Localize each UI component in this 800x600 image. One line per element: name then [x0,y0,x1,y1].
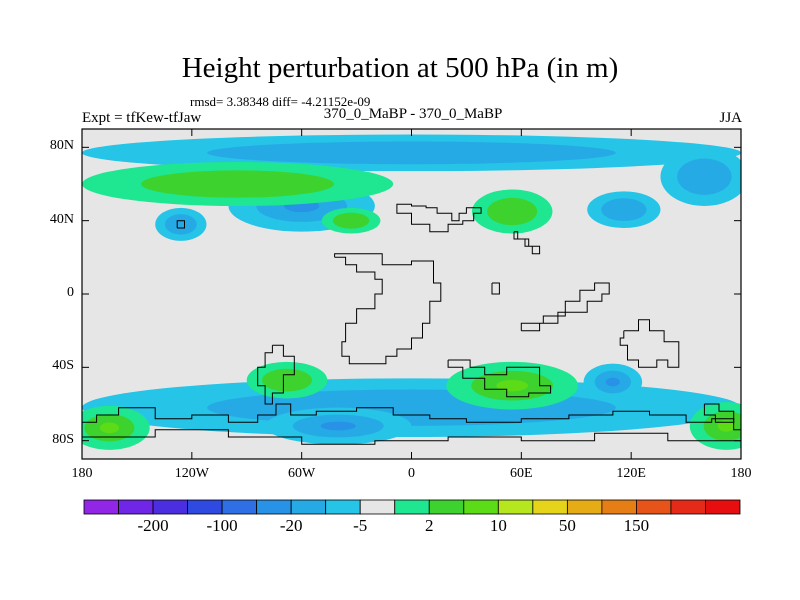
nz-outline [703,403,735,423]
colorbar-box-9 [394,499,430,515]
colorbar-box-3 [187,499,223,515]
lon-label: 120W [174,466,209,481]
colorbar-box-18 [705,499,741,515]
colorbar-label: -5 [353,516,368,535]
colorbar-box-2 [152,499,188,515]
africa-coast [334,253,442,365]
lat-label: 80N [49,138,74,154]
plot-title: Height perturbation at 500 hPa (in m) [181,52,619,84]
lat-label: 40S [52,358,74,374]
colorbar-label: -200 [137,516,169,535]
colorbar-box-17 [670,499,706,515]
season-label: JJA [719,110,742,126]
small-island-a [176,220,185,229]
colorbar-box-15 [601,499,637,515]
field-arctic-negative-strip-level-1 [207,141,616,165]
period-label: 370_0_MaBP - 370_0_MaBP [323,106,503,122]
field-europe-positive-level-1 [487,197,538,226]
colorbar-label: 50 [558,516,576,535]
south-america-coast [257,344,295,405]
lon-label: 180 [730,466,752,481]
colorbar-box-4 [221,499,258,515]
field-antarctic-negative-level-2 [320,421,356,431]
colorbar-box-14 [566,499,603,515]
lon-label: 60W [288,466,316,481]
colorbar-box-12 [497,499,534,515]
field-n-atlantic-positive-level-1 [332,212,370,229]
field-s-indian-positive-level-2 [496,379,528,392]
lon-label: 0 [408,466,415,481]
coastlines [82,203,741,445]
lon-label: 120E [616,466,646,481]
colorbar-box-5 [256,499,292,515]
colorbar-label: 10 [489,516,507,535]
colorbar-box-0 [83,499,119,515]
colorbar-box-10 [428,499,465,515]
lat-label: 40N [49,211,74,227]
colorbar-box-13 [532,499,568,515]
colorbar-box-8 [359,499,396,515]
axis-ticks [81,129,742,459]
colorbar-box-16 [636,499,672,515]
colorbar-box-11 [463,499,499,515]
colorbar-label: 2 [425,516,434,535]
colorbar-box-6 [290,499,327,515]
field-s-australia-negative-level-2 [605,377,620,387]
lat-label: 80S [52,431,74,447]
europe-coast [396,203,482,233]
antarctica-coast [82,403,741,431]
small-island-b [491,282,500,295]
asia-fragment [513,231,541,255]
lon-label: 180 [71,466,93,481]
field-s-pacific-positive-west-level-2 [99,422,120,434]
field-n-pacific-small-negative-level-1 [164,214,197,235]
field-e-asia-negative-level-1 [601,198,647,222]
colorbar-box-1 [118,499,154,515]
field-arctic-positive-level-1 [141,170,335,198]
field-contours [82,129,741,459]
antarctica-interior [82,429,741,445]
lat-label: 0 [67,285,74,300]
colorbar-box-7 [325,499,361,515]
colorbar-label: -20 [279,516,303,535]
australia-coast [619,319,680,368]
colorbar-label: -100 [206,516,238,535]
lon-label: 60E [510,466,533,481]
field-s-pacific-positive-east-level-2 [717,420,736,432]
stats-label: rmsd= 3.38348 diff= -4.21152e-09 [190,94,371,109]
field-w-pacific-negative-level-1 [677,158,732,195]
india-island [520,282,610,332]
indian-ocean-shelf [447,359,552,398]
colorbar-label: 150 [623,516,650,535]
experiment-label: Expt = tfKew-tfJaw [82,110,202,126]
colorbar [83,499,741,515]
field-s-atlantic-positive-level-1 [262,368,312,392]
